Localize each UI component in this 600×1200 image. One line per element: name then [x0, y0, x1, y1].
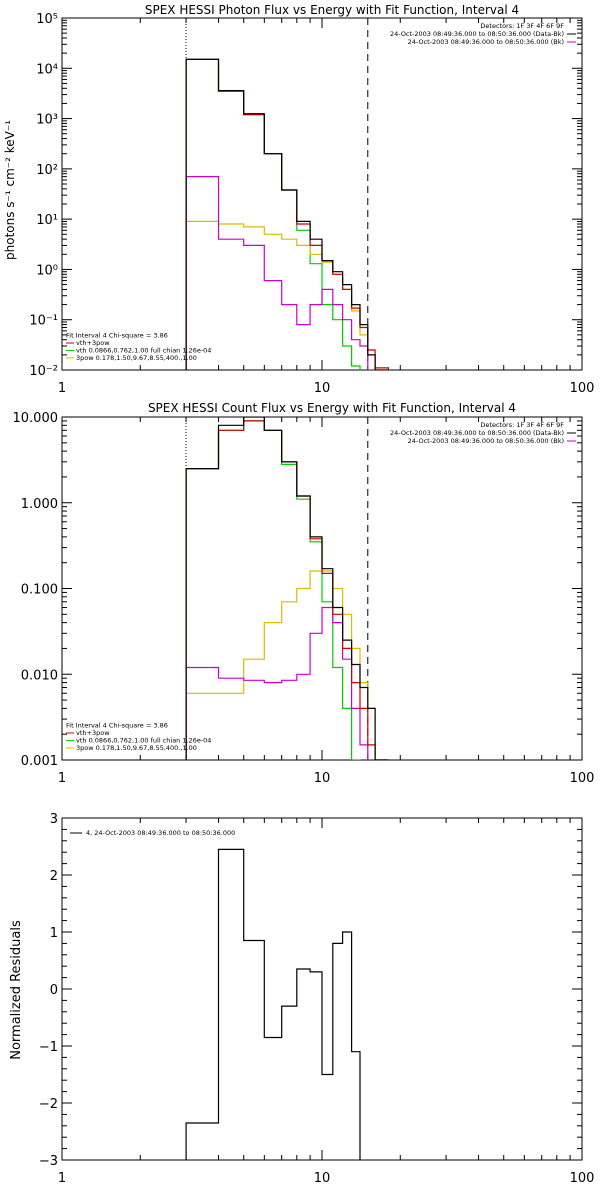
panel-2: 1 10 100 0.001 0.010 0.100 1.000 10.000 Detector… [13, 411, 595, 786]
y-tick-label: 0.010 [21, 668, 58, 683]
info-line: 24-Oct-2003 08:49:36.000 to 08:50:36.000… [390, 429, 564, 437]
y-tick-label: −3 [39, 1154, 58, 1169]
y-tick-label: 1.000 [21, 497, 58, 512]
y-tick-label: 10⁴ [36, 62, 58, 77]
legend-line: vth 0.0866,0.762,1.00 full chian 1.26e-0… [76, 347, 211, 355]
panel-1-title: SPEX HESSI Photon Flux vs Energy with Fi… [145, 3, 519, 17]
info-line: Detectors: 1F 3F 4F 6F 9F [480, 22, 564, 30]
x-tick-label: 100 [570, 381, 595, 396]
legend-line: 3pow 0.178,1.50,9.67,8.55,400.,1.00 [76, 744, 197, 752]
y-tick-label: 0 [50, 983, 58, 998]
series-step-line-2 [185, 570, 389, 760]
panel-1-ylabel: photons s⁻¹ cm⁻² keV⁻¹ [3, 120, 17, 260]
info-line: 24-Oct-2003 08:49:36.000 to 08:50:36.000… [390, 30, 564, 38]
series-step-line-4 [185, 420, 389, 760]
x-tick-label: 1 [58, 1171, 66, 1186]
series-step-line-4 [185, 58, 389, 370]
y-tick-label: −2 [39, 1097, 58, 1112]
y-tick-label: 10⁻¹ [29, 314, 58, 329]
series-step-line-3 [185, 606, 389, 760]
info-line: Detectors: 1F 3F 4F 6F 9F [480, 421, 564, 429]
x-tick-label: 1 [58, 771, 66, 786]
series-step-line-5 [185, 58, 389, 370]
x-tick-label: 10 [314, 771, 331, 786]
y-tick-label: 2 [50, 869, 58, 884]
series-step-line-2 [185, 220, 389, 370]
panel-3: 1 10 100 −3 −2 −1 0 1 2 3 4, 24-Oct-2003 08:49:36.… [39, 812, 595, 1186]
info-line: 24-Oct-2003 08:49:36.000 to 08:50:36.000… [408, 437, 564, 445]
legend-line: vth+3pow [76, 339, 110, 347]
y-tick-label: 0.100 [21, 583, 58, 598]
panel-2-title: SPEX HESSI Count Flux vs Energy with Fit… [148, 401, 516, 415]
y-tick-label: 1 [50, 926, 58, 941]
y-tick-label: 10³ [36, 113, 58, 128]
series-step-line-1 [185, 58, 389, 370]
legend-line: vth 0.0866,0.762,1.00 full chian 1.26e-0… [76, 737, 211, 745]
legend-line: 3pow 0.178,1.50,9.67,8.55,400.,1.00 [76, 354, 197, 362]
y-tick-label: 10² [36, 163, 58, 178]
info-line: 24-Oct-2003 08:49:36.000 to 08:50:36.000… [408, 38, 564, 46]
y-tick-label: 10⁵ [36, 12, 58, 27]
y-tick-label: −1 [39, 1040, 58, 1055]
y-tick-label: 10¹ [36, 213, 58, 228]
series-step-line-5 [185, 417, 389, 760]
series-step-line-3 [185, 176, 389, 370]
x-tick-label: 10 [314, 381, 331, 396]
series-step-line-1 [185, 848, 369, 1160]
legend-line: Fit Interval 4 Chi-square = 3.86 [66, 332, 168, 340]
legend-line: vth+3pow [76, 729, 110, 737]
y-tick-label: 10.000 [13, 411, 59, 426]
series-step-line-1 [185, 420, 389, 760]
info-line: 4, 24-Oct-2003 08:49:36.000 to 08:50:36.… [86, 829, 235, 837]
y-tick-label: 10⁻² [29, 364, 58, 379]
x-tick-label: 100 [570, 1171, 595, 1186]
legend-line: Fit Interval 4 Chi-square = 3.86 [66, 722, 168, 730]
x-tick-label: 100 [570, 771, 595, 786]
panel-3-ylabel: Normalized Residuals [9, 920, 24, 1060]
x-tick-label: 1 [58, 381, 66, 396]
y-tick-label: 3 [50, 812, 58, 827]
x-tick-label: 10 [314, 1171, 331, 1186]
plot-frame [61, 17, 583, 371]
panel-1: 1 10 100 10⁻² 10⁻¹ 10⁰ 10¹ 10² 10³ 10⁴ 10⁵ Detector… [29, 12, 595, 396]
y-tick-label: 0.001 [21, 754, 58, 769]
y-tick-label: 10⁰ [36, 263, 58, 278]
